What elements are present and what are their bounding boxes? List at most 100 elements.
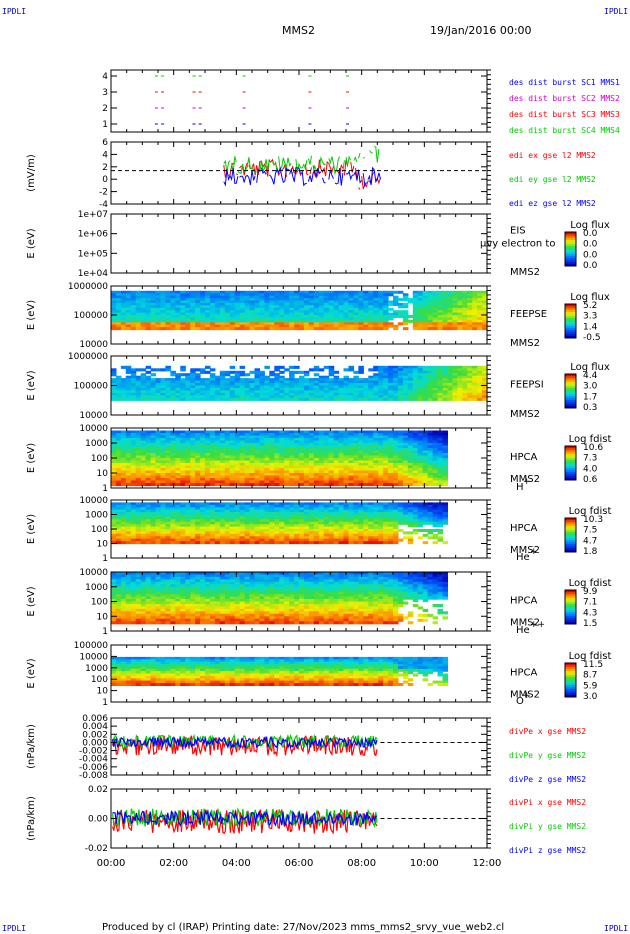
y-tick-label: 1	[102, 484, 108, 494]
y-tick-label: 4	[102, 72, 108, 82]
y-tick-label: 0.00	[88, 815, 108, 825]
colorbar-swatch	[565, 681, 576, 684]
colorbar-title: Log fdist	[569, 506, 612, 517]
colorbar-swatch	[565, 598, 576, 601]
colorbar-swatch	[565, 316, 576, 319]
colorbar-tick-label: 7.1	[583, 598, 597, 608]
burst-mark	[308, 123, 312, 125]
instrument-label: HPCA	[510, 596, 538, 607]
burst-mark	[161, 75, 165, 77]
colorbar-tick-label: 0.3	[583, 403, 597, 413]
y-tick-label: 10000	[79, 424, 108, 434]
instrument-label: EIS	[510, 226, 526, 237]
colorbar-frame	[564, 517, 577, 553]
corner-label-bottom-right: IPDLI	[604, 924, 628, 933]
panel-feepsi: 1000000 100000 10000 E (eV) FEEPSI MMS2 Log fl…	[26, 352, 610, 421]
y-tick-label: 2	[102, 163, 108, 173]
y-tick-label: 3	[102, 88, 108, 98]
x-tick-label: 08:00	[347, 858, 376, 869]
burst-mark	[308, 75, 312, 77]
corner-label-bottom-left: IPDLI	[2, 924, 26, 933]
y-tick-label: 0	[102, 175, 108, 185]
legend-entry: des dist burst SC2 MMS2	[509, 94, 620, 103]
colorbar-tick-label: 10.3	[583, 515, 603, 525]
y-tick-label: 1000000	[68, 282, 108, 292]
panel-hpca_h-plot	[111, 430, 448, 487]
colorbar-swatch	[565, 524, 576, 527]
colorbar-swatch	[565, 667, 576, 670]
species-charge: +	[523, 477, 531, 487]
y-tick-label: 10000	[79, 411, 108, 421]
y-tick-label: 1000000	[68, 352, 108, 362]
legend-entry: des dist burst SC1 MMS1	[509, 78, 620, 87]
y-tick-label: -0.004	[79, 755, 108, 765]
colorbar-swatch	[565, 685, 576, 688]
y-tick-label: 1e+06	[78, 230, 109, 240]
legend-entry: edi ey gse l2 MMS2	[509, 175, 596, 184]
species-label: H	[516, 482, 524, 493]
colorbar-tick-label: 0.6	[583, 475, 598, 485]
colorbar-swatch	[565, 665, 576, 668]
burst-mark	[161, 91, 165, 93]
burst-mark	[154, 91, 158, 93]
colorbar-swatch	[565, 689, 576, 692]
colorbar-swatch	[565, 474, 576, 477]
colorbar-swatch	[565, 264, 576, 267]
y-axis-label: (mV/m)	[26, 154, 37, 192]
legend-entry: des dist burst SC4 MMS4	[509, 126, 620, 135]
colorbar-title: Log fdist	[569, 651, 612, 662]
y-tick-label: 100	[91, 598, 108, 608]
spacecraft-label: MMS2	[510, 690, 540, 701]
species-charge: +	[523, 691, 531, 701]
y-tick-label: 10000	[79, 568, 108, 578]
colorbar-swatch	[565, 448, 576, 451]
y-axis-label: E (eV)	[26, 514, 37, 544]
panel-divpe: 0.0060.0040.0020.000-0.002-0.004-0.006-0…	[26, 714, 586, 784]
y-axis-label: E (eV)	[26, 228, 37, 258]
colorbar-swatch	[565, 452, 576, 455]
panel-frame	[110, 213, 488, 274]
colorbar-swatch	[565, 618, 576, 621]
colorbar-swatch	[565, 398, 576, 401]
edi-trace	[224, 146, 381, 173]
colorbar-swatch	[565, 312, 576, 315]
y-tick-label: 0.02	[88, 785, 108, 795]
y-tick-label: -0.008	[79, 771, 108, 781]
burst-mark	[198, 123, 202, 125]
panel-divpi: 0.02 0.00 -0.02 (nPa/km) divPi x gse MMS2 div…	[26, 785, 586, 855]
colorbar-tick-label: 5.9	[583, 681, 598, 691]
colorbar-tick-label: 9.9	[583, 587, 598, 597]
colorbar-tick-label: 1.5	[583, 619, 597, 629]
y-axis-label: E (eV)	[26, 586, 37, 616]
colorbar-swatch	[565, 460, 576, 463]
colorbar-swatch	[565, 468, 576, 471]
colorbar-swatch	[565, 382, 576, 385]
panel-frame	[110, 69, 488, 133]
burst-mark	[192, 91, 196, 93]
burst-mark	[242, 75, 246, 77]
burst-mark	[242, 123, 246, 125]
colorbar-swatch	[565, 548, 576, 551]
panel-burst-plot	[114, 75, 349, 125]
burst-mark	[161, 123, 165, 125]
legend-entry: edi ex gse l2 MMS2	[509, 151, 596, 160]
colorbar-tick-label: 0.0	[583, 250, 598, 260]
y-tick-label: 4	[102, 150, 108, 160]
divp-trace	[112, 809, 377, 827]
colorbar-swatch	[565, 522, 576, 525]
colorbar-swatch	[565, 332, 576, 335]
burst-mark	[346, 123, 349, 125]
spacecraft-label: MMS2	[510, 338, 540, 349]
y-tick-label: 10	[97, 540, 109, 550]
y-tick-label: 1000	[85, 664, 108, 674]
panel-frame	[110, 141, 488, 205]
y-tick-label: 100	[91, 525, 108, 535]
burst-mark	[308, 107, 312, 109]
colorbar-frame	[564, 373, 577, 409]
y-tick-label: 1	[102, 120, 108, 130]
spacecraft-label: MMS2	[510, 409, 540, 420]
colorbar-swatch	[565, 310, 576, 313]
colorbar-swatch	[565, 396, 576, 399]
legend-entry: des dist burst SC3 MMS3	[509, 110, 620, 119]
